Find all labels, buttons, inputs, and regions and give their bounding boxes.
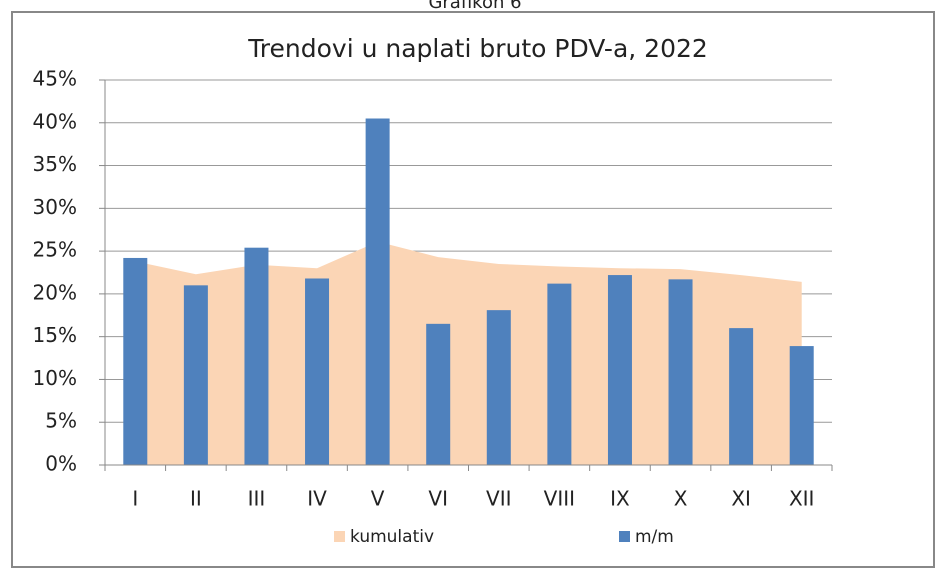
- bar: [365, 118, 390, 465]
- x-tick-label: IV: [307, 487, 327, 511]
- bar: [486, 310, 511, 465]
- y-tick-label: 40%: [33, 109, 77, 133]
- caption: Grafikon 6: [428, 0, 521, 13]
- legend-label: kumulativ: [350, 527, 434, 547]
- x-tick-label: V: [371, 487, 385, 511]
- legend-label: m/m: [635, 527, 674, 547]
- bar: [547, 283, 572, 465]
- x-tick-label: VII: [486, 487, 511, 511]
- y-tick-label: 15%: [33, 323, 77, 347]
- y-tick-label: 30%: [33, 195, 77, 219]
- bar: [668, 279, 693, 465]
- bar: [244, 247, 269, 465]
- x-tick-label: III: [248, 487, 266, 511]
- x-tick-label: VIII: [544, 487, 575, 511]
- bar: [789, 346, 814, 465]
- x-tick-label: I: [132, 487, 138, 511]
- y-tick-label: 0%: [45, 452, 77, 476]
- legend-swatch: [334, 531, 345, 542]
- bar: [183, 285, 208, 465]
- x-tick-label: VI: [428, 487, 448, 511]
- bar: [607, 275, 632, 465]
- bar: [426, 323, 451, 465]
- y-tick-label: 45%: [33, 67, 77, 91]
- legend-swatch: [619, 531, 630, 542]
- bar: [123, 257, 148, 465]
- x-tick-label: XI: [731, 487, 751, 511]
- x-tick-label: IX: [610, 487, 630, 511]
- y-tick-label: 20%: [33, 280, 77, 304]
- y-tick-label: 10%: [33, 366, 77, 390]
- y-tick-label: 5%: [45, 409, 77, 433]
- bar: [305, 278, 330, 465]
- chart-title: Trendovi u naplati bruto PDV-a, 2022: [247, 34, 708, 63]
- bar: [729, 328, 754, 465]
- x-tick-label: II: [190, 487, 202, 511]
- area: [135, 241, 802, 465]
- y-tick-label: 35%: [33, 152, 77, 176]
- x-tick-label: XII: [789, 487, 815, 511]
- y-tick-label: 25%: [33, 238, 77, 262]
- x-tick-label: X: [674, 487, 688, 511]
